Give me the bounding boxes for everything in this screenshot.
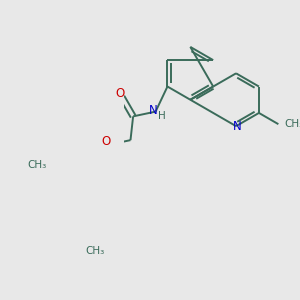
Text: O: O [102, 135, 111, 148]
Text: H: H [158, 111, 165, 122]
Text: N: N [233, 120, 242, 133]
Text: CH₃: CH₃ [284, 119, 300, 129]
Text: CH₃: CH₃ [28, 160, 47, 170]
Text: CH₃: CH₃ [85, 246, 104, 256]
Text: N: N [149, 104, 158, 117]
Text: O: O [115, 87, 124, 100]
